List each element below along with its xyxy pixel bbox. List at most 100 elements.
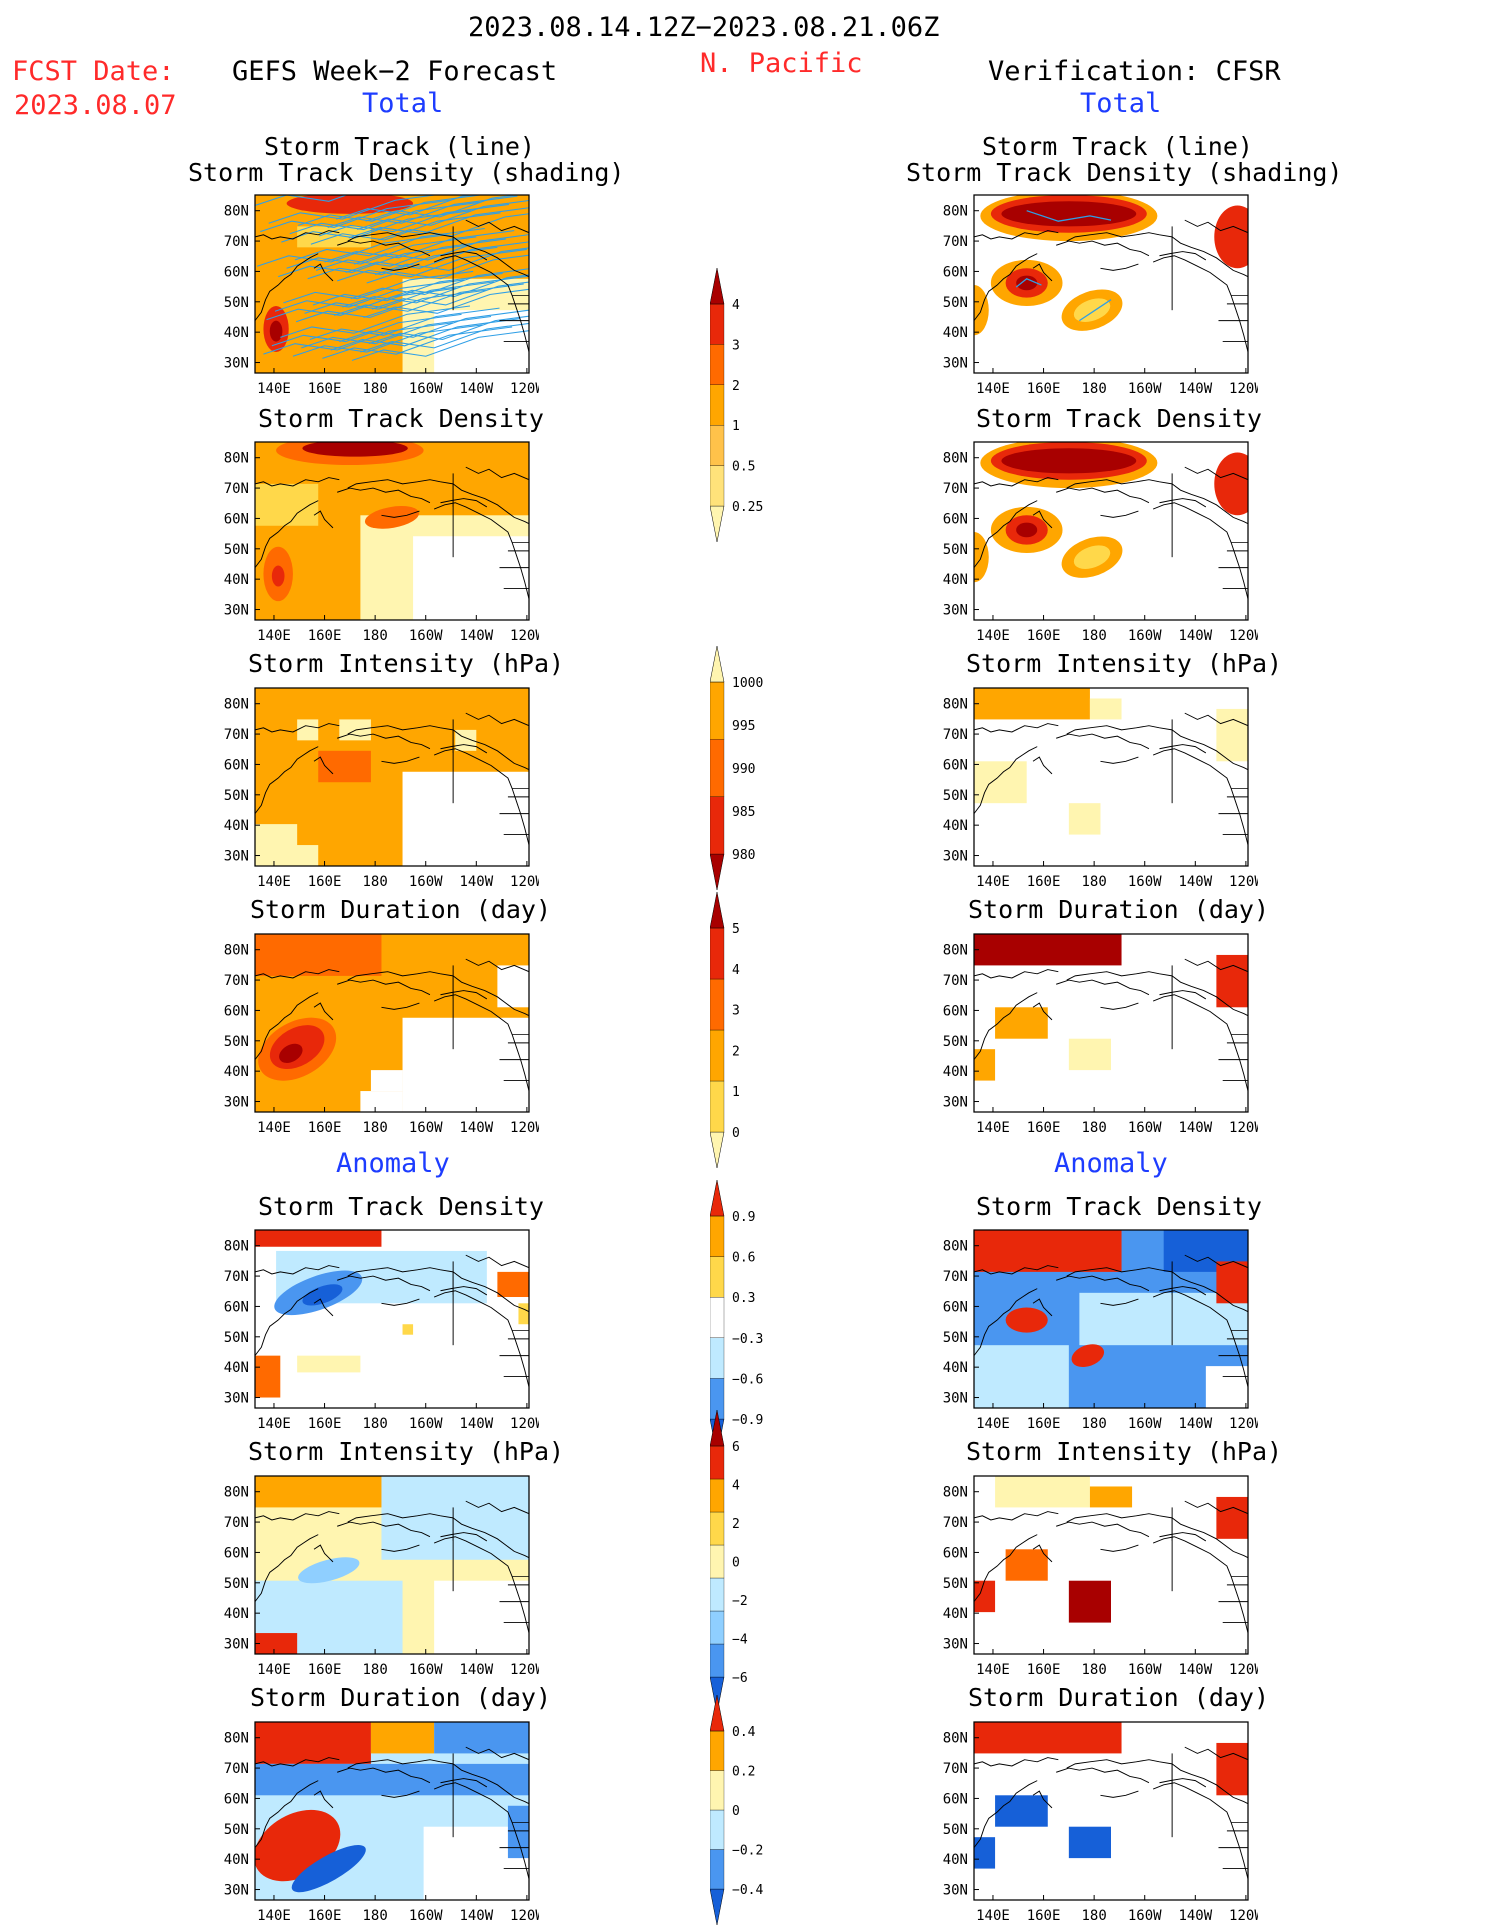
lat-tick-label: 70N bbox=[224, 1761, 249, 1777]
fcst-date-label: FCST Date: bbox=[12, 56, 175, 87]
forecast-track-shading bbox=[255, 195, 529, 373]
lat-tick-label: 70N bbox=[943, 481, 968, 497]
lon-tick-label: 160W bbox=[1128, 1416, 1162, 1432]
verification-intensity-anomaly-title: Storm Intensity (hPa) bbox=[966, 1437, 1283, 1466]
lon-tick-label: 120W bbox=[1229, 628, 1258, 644]
colorbar-tick-label: −0.3 bbox=[732, 1332, 763, 1347]
lon-tick-label: 160W bbox=[409, 1662, 443, 1678]
lon-tick-label: 140W bbox=[1178, 381, 1212, 397]
verification-track-title-1: Storm Track (line) bbox=[982, 132, 1253, 161]
lat-tick-label: 50N bbox=[943, 542, 968, 558]
lat-tick-label: 40N bbox=[224, 1360, 249, 1376]
forecast-intensity-anomaly-shading bbox=[255, 1476, 529, 1654]
colorbar-tick-label: 0 bbox=[732, 1556, 740, 1571]
lon-tick-label: 180 bbox=[1081, 381, 1106, 397]
lat-tick-label: 80N bbox=[224, 1239, 249, 1255]
lat-tick-label: 60N bbox=[943, 511, 968, 527]
lat-tick-label: 30N bbox=[224, 603, 249, 619]
lon-tick-label: 180 bbox=[1081, 1416, 1106, 1432]
forecast-intensity-anomaly-map: 30N 40N 50N 60N 70N 80N 140E 160E 180 160W 140W 120… bbox=[205, 1474, 544, 1684]
colorbar-tick-label: 0.4 bbox=[732, 1725, 756, 1740]
lat-tick-label: 40N bbox=[943, 1606, 968, 1622]
lat-tick-label: 60N bbox=[224, 757, 249, 773]
verification-density-anomaly-shading bbox=[974, 1230, 1248, 1408]
lat-tick-label: 30N bbox=[943, 1391, 968, 1407]
verification-intensity-shading bbox=[974, 688, 1248, 866]
forecast-intensity-map: 30N 40N 50N 60N 70N 80N 140E 160E 180 160W 140W 120… bbox=[205, 686, 544, 896]
lat-tick-label: 50N bbox=[943, 1822, 968, 1838]
lon-tick-label: 140E bbox=[976, 1416, 1010, 1432]
lon-tick-label: 140E bbox=[257, 874, 291, 890]
lon-tick-label: 120W bbox=[510, 874, 539, 890]
lon-tick-label: 160E bbox=[308, 1662, 342, 1678]
lat-tick-label: 50N bbox=[224, 542, 249, 558]
lon-tick-label: 140E bbox=[257, 628, 291, 644]
verification-density-map: 30N 40N 50N 60N 70N 80N 140E 160E 180 160W 140W 120… bbox=[924, 440, 1263, 650]
lon-tick-label: 160E bbox=[1027, 1120, 1061, 1136]
lat-tick-label: 50N bbox=[943, 788, 968, 804]
lon-tick-label: 160E bbox=[308, 1908, 342, 1924]
lon-tick-label: 160W bbox=[1128, 1908, 1162, 1924]
lon-tick-label: 140W bbox=[459, 874, 493, 890]
verification-track-title-2: Storm Track Density (shading) bbox=[906, 158, 1343, 187]
lat-tick-label: 70N bbox=[943, 727, 968, 743]
lat-tick-label: 30N bbox=[943, 1637, 968, 1653]
lat-tick-label: 40N bbox=[224, 1606, 249, 1622]
lon-tick-label: 160W bbox=[1128, 1662, 1162, 1678]
colorbar-tick-label: 2 bbox=[732, 379, 740, 394]
forecast-duration-shading bbox=[255, 934, 529, 1112]
lon-tick-label: 160W bbox=[409, 628, 443, 644]
region-title: N. Pacific bbox=[700, 48, 863, 79]
colorbar-tick-label: −0.6 bbox=[732, 1372, 763, 1387]
forecast-density-anomaly-map: 30N 40N 50N 60N 70N 80N 140E 160E 180 160W 140W 120… bbox=[205, 1228, 544, 1438]
colorbar-tick-label: 4 bbox=[732, 1479, 740, 1494]
lat-tick-label: 50N bbox=[943, 295, 968, 311]
lat-tick-label: 30N bbox=[224, 1391, 249, 1407]
colorbar-tick-label: 4 bbox=[732, 963, 740, 978]
forecast-duration-anomaly-shading bbox=[255, 1722, 529, 1900]
colorbar-tick-label: 0.25 bbox=[732, 500, 763, 515]
colorbar-tick-label: −2 bbox=[732, 1594, 748, 1609]
verification-intensity-anomaly-map: 30N 40N 50N 60N 70N 80N 140E 160E 180 160W 140W 120… bbox=[924, 1474, 1263, 1684]
lon-tick-label: 120W bbox=[510, 1908, 539, 1924]
lon-tick-label: 180 bbox=[362, 874, 387, 890]
lon-tick-label: 160W bbox=[409, 1120, 443, 1136]
lat-tick-label: 80N bbox=[943, 204, 968, 220]
colorbar-tick-label: 0 bbox=[732, 1126, 740, 1141]
colorbar-tick-label: 6 bbox=[732, 1440, 740, 1455]
lon-tick-label: 180 bbox=[362, 1662, 387, 1678]
colorbar-intensity: 980 985 990 995 1000 bbox=[709, 645, 800, 894]
lon-tick-label: 140W bbox=[1178, 1908, 1212, 1924]
lon-tick-label: 160E bbox=[308, 628, 342, 644]
colorbar-tick-label: 0.3 bbox=[732, 1291, 755, 1306]
lat-tick-label: 50N bbox=[224, 1576, 249, 1592]
lon-tick-label: 140E bbox=[976, 1662, 1010, 1678]
colorbar-tick-label: 2 bbox=[732, 1044, 740, 1059]
forecast-density-shading bbox=[255, 442, 529, 620]
lat-tick-label: 40N bbox=[943, 1852, 968, 1868]
forecast-intensity-shading bbox=[255, 688, 529, 866]
forecast-density-map: 30N 40N 50N 60N 70N 80N 140E 160E 180 160W 140W 120… bbox=[205, 440, 544, 650]
lat-tick-label: 60N bbox=[943, 1545, 968, 1561]
colorbar-tick-label: 1000 bbox=[732, 676, 763, 691]
lat-tick-label: 80N bbox=[943, 1731, 968, 1747]
lat-tick-label: 80N bbox=[943, 943, 968, 959]
lat-tick-label: 80N bbox=[224, 943, 249, 959]
verification-intensity-title: Storm Intensity (hPa) bbox=[966, 649, 1283, 678]
lat-tick-label: 50N bbox=[224, 1034, 249, 1050]
verification-intensity-map: 30N 40N 50N 60N 70N 80N 140E 160E 180 160W 140W 120… bbox=[924, 686, 1263, 896]
lat-tick-label: 30N bbox=[943, 1095, 968, 1111]
lon-tick-label: 160W bbox=[1128, 874, 1162, 890]
lat-tick-label: 80N bbox=[224, 204, 249, 220]
lon-tick-label: 160E bbox=[308, 1120, 342, 1136]
lon-tick-label: 120W bbox=[1229, 1120, 1258, 1136]
lon-tick-label: 160W bbox=[409, 874, 443, 890]
lat-tick-label: 40N bbox=[224, 1852, 249, 1868]
lat-tick-label: 70N bbox=[224, 1269, 249, 1285]
forecast-track-title-2: Storm Track Density (shading) bbox=[188, 158, 625, 187]
lon-tick-label: 140W bbox=[1178, 1416, 1212, 1432]
lat-tick-label: 40N bbox=[943, 818, 968, 834]
lat-tick-label: 50N bbox=[943, 1330, 968, 1346]
lon-tick-label: 180 bbox=[362, 381, 387, 397]
colorbar-tick-label: 0.2 bbox=[732, 1765, 755, 1780]
